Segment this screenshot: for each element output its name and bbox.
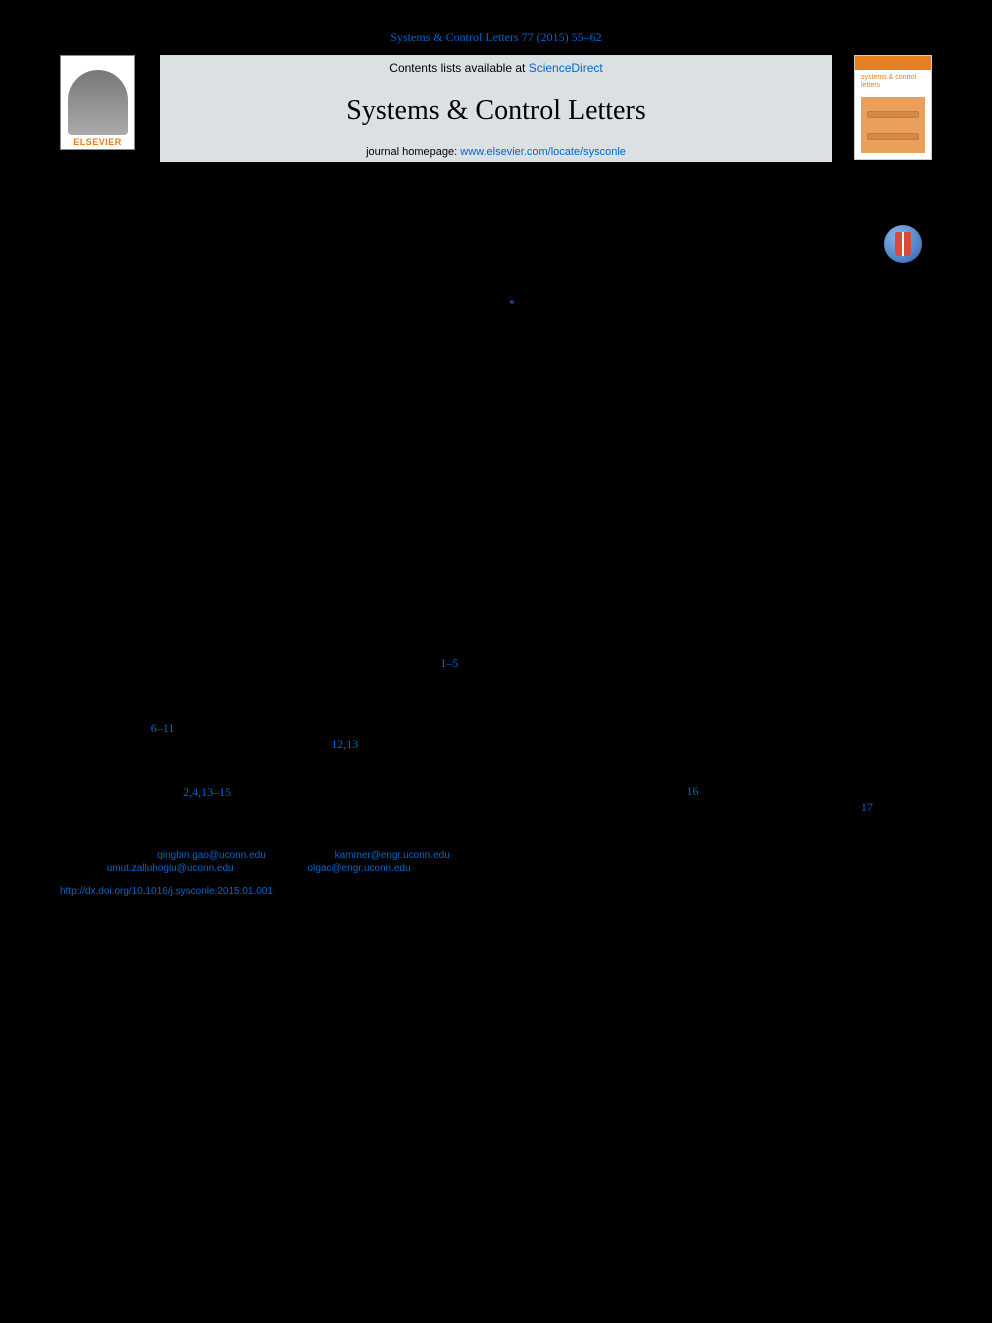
- keyword: Sign inversion: [60, 494, 260, 508]
- abstract-text: Linear time invariant, multiple time del…: [290, 391, 932, 537]
- history-revised: Received in revised form: [60, 415, 260, 429]
- doi-link[interactable]: http://dx.doi.org/10.1016/j.sysconle.201…: [60, 886, 273, 897]
- ref-link[interactable]: 2,4,13–15: [183, 785, 231, 799]
- rule-meta: [60, 380, 260, 381]
- journal-header: ELSEVIER Contents lists available at Sci…: [60, 55, 932, 175]
- ref-link[interactable]: 1–5: [440, 656, 458, 670]
- history-received: Received 22 August 2014: [60, 401, 260, 415]
- crossmark-icon[interactable]: [884, 225, 922, 263]
- homepage-prefix: journal homepage:: [366, 146, 460, 158]
- page: Systems & Control Letters 77 (2015) 55–6…: [0, 0, 992, 931]
- paper-title: Critical effects of the polarity change …: [60, 225, 932, 284]
- section-head: 1. Introduction: [60, 607, 482, 625]
- abstract-head: ABSTRACT: [290, 362, 932, 376]
- equation-number: (1): [918, 743, 932, 759]
- authors-line: Qingbin Gao, Ayhan Sultan Kammer, Umut Z…: [60, 296, 932, 313]
- footnotes: * Corresponding author. Tel.: +1 860 486…: [60, 836, 482, 875]
- body-paragraph: Time delays are inevitable in many feedb…: [60, 639, 482, 801]
- journal-cover-thumb[interactable]: systems & control letters: [854, 55, 932, 160]
- elsevier-label: ELSEVIER: [73, 135, 122, 149]
- thumb-line: [867, 133, 919, 140]
- title-area: Critical effects of the polarity change …: [60, 225, 932, 284]
- corresponding-marker[interactable]: *: [509, 296, 514, 312]
- ref-link[interactable]: 12,13: [331, 737, 358, 751]
- banner: Contents lists available at ScienceDirec…: [160, 55, 832, 162]
- email-name: (U. Zalluhoglu): [236, 863, 302, 874]
- email-name: (Q. Gao): [276, 850, 322, 861]
- body-col-left: 1. Introduction Time delays are inevitab…: [60, 607, 482, 910]
- thumb-line: [867, 111, 919, 118]
- body-paragraph: where x ∈ ℝn is the state vector and A, …: [510, 765, 932, 832]
- meta-abstract-row: ARTICLE INFO Article history: Received 2…: [60, 362, 932, 562]
- equation-display: ẋ = A x(t) + B x(t − τ₁) + C x(t − τ₂) τ…: [510, 743, 932, 759]
- thumb-title: systems & control letters: [855, 70, 931, 93]
- running-head: Systems & Control Letters 77 (2015) 55–6…: [60, 30, 932, 45]
- email-line: E-mail addresses: qingbin.gao@uconn.edu …: [60, 849, 482, 875]
- affiliation: Department of Mechanical Engineering, Un…: [60, 317, 932, 329]
- contents-line: Contents lists available at ScienceDirec…: [160, 61, 832, 75]
- keyword: Time delayed systems: [60, 508, 260, 522]
- ref-link[interactable]: 17: [861, 800, 873, 814]
- elsevier-logo[interactable]: ELSEVIER: [60, 55, 135, 150]
- history-accepted: Accepted 5 January 2015: [60, 444, 260, 458]
- keyword: Polarity change: [60, 522, 260, 536]
- email-link[interactable]: olgac@engr.uconn.edu: [308, 863, 411, 874]
- elsevier-tree-icon: [68, 70, 128, 135]
- email-link[interactable]: kammer@engr.uconn.edu: [335, 850, 450, 861]
- corresponding-note: * Corresponding author. Tel.: +1 860 486…: [60, 836, 482, 849]
- issn-line: 0167-6911/© 2015 Elsevier B.V. All right…: [60, 899, 286, 910]
- rule-top: [60, 357, 932, 358]
- keywords-head: Keywords:: [60, 476, 260, 490]
- body-col-right: In this paper, we study a fundamental ph…: [510, 607, 932, 910]
- ref-link[interactable]: 16: [686, 784, 698, 798]
- journal-homepage-link[interactable]: www.elsevier.com/locate/sysconle: [460, 146, 626, 158]
- thumb-art: [861, 97, 925, 153]
- article-info-head: ARTICLE INFO: [60, 362, 260, 376]
- rule-abstract: [290, 382, 932, 383]
- contents-prefix: Contents lists available at: [389, 61, 528, 75]
- email-link[interactable]: umut.zalluhoglu@uconn.edu: [107, 863, 234, 874]
- history-head: Article history:: [60, 387, 260, 401]
- crossmark-bookmark-icon: [895, 232, 911, 256]
- sciencedirect-link[interactable]: ScienceDirect: [529, 61, 603, 75]
- keywords-block: Keywords: Sign inversion Time delayed sy…: [60, 476, 260, 537]
- article-info-col: ARTICLE INFO Article history: Received 2…: [60, 362, 260, 562]
- equation: ẋ = A x(t) + B x(t − τ₁) + C x(t − τ₂) τ…: [605, 744, 836, 758]
- copyright-line: © 2015 Elsevier B.V. All rights reserved…: [290, 547, 932, 563]
- body-columns: 1. Introduction Time delays are inevitab…: [60, 607, 932, 910]
- journal-name: Systems & Control Letters: [160, 95, 832, 127]
- homepage-line: journal homepage: www.elsevier.com/locat…: [160, 146, 832, 158]
- email-link[interactable]: qingbin.gao@uconn.edu: [157, 850, 266, 861]
- authors-text: Qingbin Gao, Ayhan Sultan Kammer, Umut Z…: [60, 296, 505, 313]
- footnote-rule: [60, 831, 120, 832]
- history-revised-date: 19 December 2014: [60, 429, 260, 443]
- doi-block: http://dx.doi.org/10.1016/j.sysconle.201…: [60, 885, 482, 911]
- body-paragraph: In this paper, we study a fundamental ph…: [510, 607, 932, 737]
- email-label: E-mail addresses:: [60, 850, 157, 861]
- rule-bottom: [60, 570, 932, 571]
- abstract-col: ABSTRACT Linear time invariant, multiple…: [290, 362, 932, 562]
- ref-link[interactable]: 6–11: [151, 721, 175, 735]
- thumb-bar: [855, 56, 931, 70]
- email-name: (N. Olgac): [413, 863, 459, 874]
